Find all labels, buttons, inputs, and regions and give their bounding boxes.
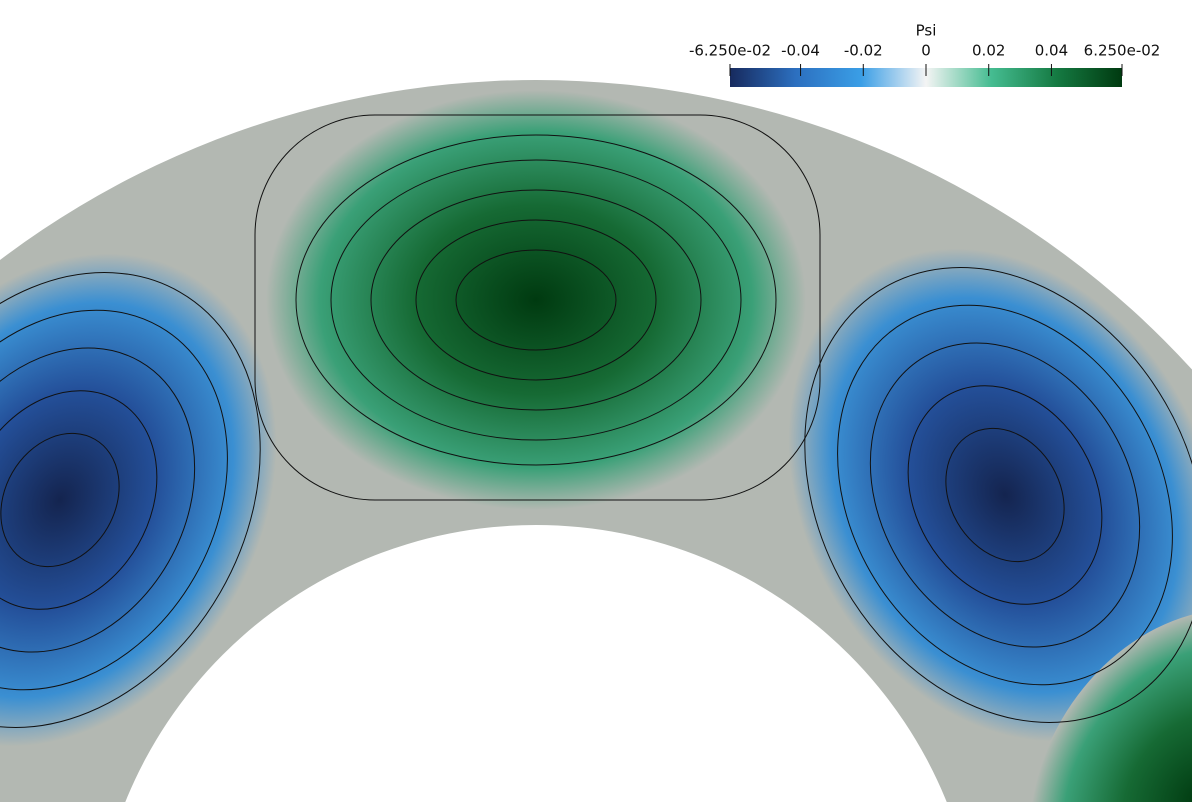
streamlines: [0, 114, 1192, 728]
color-bar: [730, 68, 1122, 87]
vortex: [788, 248, 1192, 742]
tick-label: -0.02: [844, 42, 883, 60]
tick-label: -6.250e-02: [689, 42, 771, 60]
tick-label: -0.04: [781, 42, 820, 60]
vortex: [1029, 609, 1192, 802]
legend-title: Psi: [916, 22, 937, 40]
tick-label: 6.250e-02: [1084, 42, 1161, 60]
color-legend: Psi -6.250e-02 -0.04 -0.02 0 0.02 0.04 6.250e-…: [689, 22, 1161, 87]
streamline: [254, 114, 821, 501]
tick-label: 0.02: [972, 42, 1005, 60]
vortex: [266, 90, 806, 510]
tick-label: 0: [921, 42, 931, 60]
tick-label: 0.04: [1035, 42, 1068, 60]
vortex: [0, 253, 277, 747]
